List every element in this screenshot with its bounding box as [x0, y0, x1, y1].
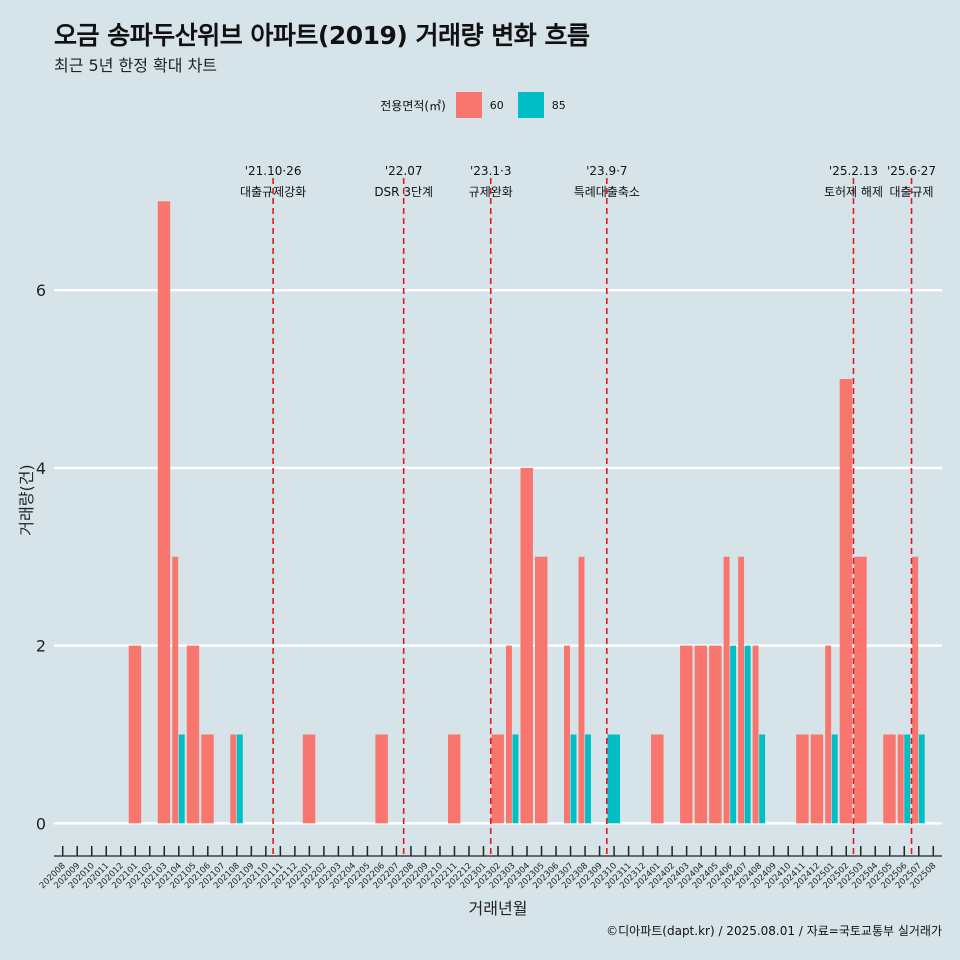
bar-85-202104 [178, 734, 185, 824]
bar-60-202104 [172, 556, 179, 824]
y-tick-label: 4 [36, 459, 46, 478]
bar-85-202303 [512, 734, 519, 824]
legend: 전용면적(㎡) 60 85 [0, 92, 960, 118]
bar-60-202106 [201, 734, 214, 824]
bar-85-202507 [918, 734, 925, 824]
bar-60-202408 [752, 645, 759, 824]
legend-label-60: 60 [489, 98, 504, 112]
bar-85-202108 [236, 734, 243, 824]
y-tick-label: 6 [36, 281, 46, 300]
chart-title: 오금 송파두산위브 아파트(2019) 거래량 변화 흐름 [54, 21, 590, 50]
bar-60-202503 [854, 556, 867, 824]
bar-60-202407 [738, 556, 745, 824]
bar-85-202406 [730, 645, 737, 824]
annotation-date: '25.2.13 [829, 164, 878, 178]
bar-60-202304 [520, 467, 533, 824]
bar-60-202206 [375, 734, 388, 824]
annotation-label: DSR 3단계 [374, 185, 433, 199]
bar-60-202505 [883, 734, 896, 824]
bar-60-202108 [230, 734, 237, 824]
bar-60-202406 [723, 556, 730, 824]
bar-85-202308 [585, 734, 591, 824]
bar-60-202101 [128, 645, 142, 824]
bar-60-202501 [825, 645, 832, 824]
source-caption: ©디아파트(dapt.kr) / 2025.08.01 / 자료=국토교통부 실… [606, 924, 942, 938]
annotation-date: '23.1·3 [470, 164, 511, 178]
annotation-date: '22.07 [385, 164, 423, 178]
y-tick-label: 2 [36, 637, 46, 656]
bar-60-202303 [505, 645, 512, 824]
bar-60-202405 [709, 645, 722, 824]
annotation-label: 특례대출축소 [574, 185, 640, 199]
annotation-label: 규제완화 [469, 185, 513, 199]
bar-60-202401 [651, 734, 664, 824]
x-axis-title: 거래년월 [469, 899, 528, 918]
bar-85-202506 [904, 734, 911, 824]
bar-60-202105 [186, 645, 200, 824]
bar-60-202411 [796, 734, 809, 824]
annotation-label: 대출규제강화 [240, 185, 306, 199]
bar-85-202501 [831, 734, 838, 824]
bar-60-202502 [839, 379, 853, 824]
bar-60-202403 [680, 645, 693, 824]
legend-swatch-60 [455, 92, 482, 118]
bar-60-202302 [491, 734, 504, 824]
bar-60-202307 [564, 645, 570, 824]
bar-60-202404 [694, 645, 708, 824]
annotation-label: 대출규제 [889, 185, 933, 199]
bar-85-202307 [570, 734, 577, 824]
bar-60-202211 [447, 734, 461, 824]
annotation-date: '21.10·26 [245, 164, 302, 178]
y-axis-title: 거래량(건) [17, 464, 36, 535]
bar-85-202407 [744, 645, 751, 824]
annotation-date: '23.9·7 [586, 164, 627, 178]
bar-60-202506 [897, 734, 904, 824]
annotation-date: '25.6·27 [887, 164, 936, 178]
bar-85-202408 [759, 734, 766, 824]
legend-title: 전용면적(㎡) [380, 98, 446, 113]
annotation-label: 토허제 해제 [824, 185, 883, 199]
bar-85-202310 [607, 734, 621, 824]
bar-60-202103 [157, 201, 171, 824]
legend-swatch-85 [517, 92, 544, 118]
bar-60-202412 [810, 734, 824, 824]
bar-60-202507 [912, 556, 919, 824]
y-tick-label: 0 [36, 814, 46, 833]
bar-60-202305 [535, 556, 548, 824]
bar-60-202201 [302, 734, 316, 824]
legend-label-85: 85 [551, 98, 566, 112]
bar-60-202308 [578, 556, 585, 824]
chart-subtitle: 최근 5년 한정 확대 차트 [54, 56, 218, 75]
